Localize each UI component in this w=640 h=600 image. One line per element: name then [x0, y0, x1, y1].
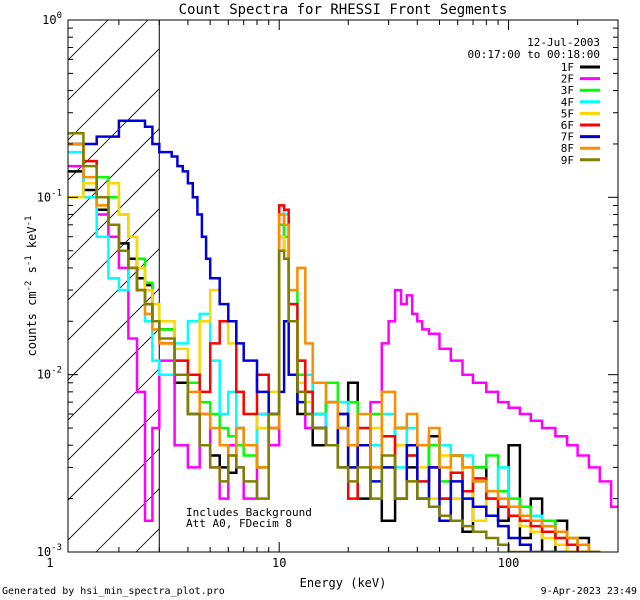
- x-tick-label: 10: [272, 556, 286, 570]
- legend-label-9F: 9F: [561, 154, 574, 167]
- y-tick-label: 100: [42, 11, 62, 27]
- series-9F: [68, 131, 601, 552]
- hatch-line: [616, 20, 640, 552]
- y-label-sup-2: -1: [24, 255, 34, 266]
- legend-label-4F: 4F: [561, 96, 574, 109]
- axis-ticks: [68, 20, 619, 553]
- y-tick-base: 10: [42, 13, 56, 27]
- legend-label-8F: 8F: [561, 142, 574, 155]
- y-tick-exp: -2: [51, 366, 62, 376]
- y-label-part-1: counts cm: [25, 291, 39, 356]
- hatch-line: [68, 208, 160, 301]
- hatch-line: [68, 248, 160, 341]
- generated-by-label: Generated by hsi_min_spectra_plot.pro: [2, 586, 225, 597]
- y-tick-exp: -1: [51, 188, 62, 198]
- hatched-region: [68, 20, 640, 552]
- chart-title: Count Spectra for RHESSI Front Segments: [179, 2, 508, 18]
- date-label: 12-Jul-2003: [527, 36, 600, 49]
- y-label-sup-1: -2: [24, 281, 34, 292]
- hatch-line: [68, 20, 109, 61]
- series-8F: [68, 142, 601, 552]
- legend-label-3F: 3F: [561, 84, 574, 97]
- annotation-line-2: Att A0, FDecim 8: [186, 517, 292, 530]
- series-1F: [68, 170, 601, 552]
- x-tick-label: 100: [498, 556, 520, 570]
- y-tick-label: 10-1: [37, 188, 62, 204]
- hatch-line: [68, 168, 160, 261]
- legend-label-6F: 6F: [561, 119, 574, 132]
- legend-label-5F: 5F: [561, 107, 574, 120]
- timestamp-label: 9-Apr-2023 23:49: [541, 586, 637, 597]
- annotation-line-1: Includes Background: [186, 506, 312, 519]
- hatch-line: [68, 368, 160, 461]
- legend-label-7F: 7F: [561, 131, 574, 144]
- y-tick-exp: -3: [51, 543, 62, 553]
- y-axis-label: counts cm-2 s-1 keV-1: [24, 216, 39, 357]
- y-tick-base: 10: [37, 190, 51, 204]
- series-7F: [68, 119, 567, 552]
- y-tick-exp: 0: [57, 11, 62, 21]
- y-tick-label: 10-2: [37, 366, 62, 382]
- hatch-line: [456, 20, 640, 552]
- legend-label-1F: 1F: [561, 61, 574, 74]
- time-range-label: 00:17:00 to 00:18:00: [468, 48, 600, 61]
- x-tick-label: 1: [46, 556, 53, 570]
- y-tick-base: 10: [37, 368, 51, 382]
- hatch-line: [95, 488, 160, 552]
- y-tick-base: 10: [37, 545, 51, 559]
- y-tick-label: 10-3: [37, 543, 62, 559]
- x-axis-label: Energy (keV): [300, 576, 387, 590]
- legend-label-2F: 2F: [561, 73, 574, 86]
- hatch-line: [576, 20, 640, 552]
- y-label-sup-3: -1: [24, 216, 34, 227]
- hatch-line: [68, 48, 160, 141]
- series-layer: [68, 119, 618, 552]
- plot-frame: [67, 19, 619, 553]
- hatch-line: [68, 88, 160, 181]
- hatch-line: [536, 20, 640, 552]
- hatch-line: [68, 20, 149, 101]
- x-tick-labels: 1 10 100: [46, 556, 519, 570]
- y-label-part-3: keV: [25, 226, 39, 255]
- hatch-line: [68, 408, 160, 501]
- hatch-line: [68, 20, 69, 21]
- y-label-part-2: s: [25, 266, 39, 280]
- hatch-line: [68, 288, 160, 381]
- hatch-line: [256, 20, 640, 552]
